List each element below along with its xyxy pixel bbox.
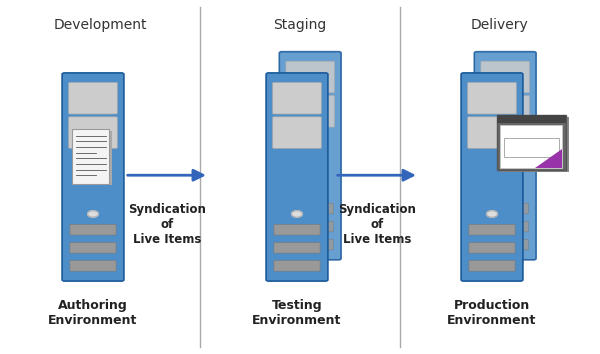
- FancyBboxPatch shape: [469, 224, 515, 235]
- FancyBboxPatch shape: [497, 115, 566, 170]
- FancyBboxPatch shape: [287, 221, 334, 232]
- Text: Syndication
of
Live Items: Syndication of Live Items: [338, 203, 416, 246]
- FancyBboxPatch shape: [68, 117, 118, 148]
- FancyBboxPatch shape: [497, 115, 566, 123]
- FancyBboxPatch shape: [475, 52, 536, 260]
- Circle shape: [305, 189, 316, 196]
- FancyBboxPatch shape: [266, 73, 328, 281]
- Text: Staging: Staging: [273, 18, 326, 32]
- Text: Production
Environment: Production Environment: [448, 299, 536, 327]
- Circle shape: [500, 189, 511, 196]
- Circle shape: [487, 211, 497, 217]
- FancyBboxPatch shape: [68, 82, 118, 114]
- FancyBboxPatch shape: [469, 242, 515, 253]
- FancyBboxPatch shape: [274, 224, 320, 235]
- FancyBboxPatch shape: [482, 203, 528, 214]
- FancyBboxPatch shape: [500, 125, 562, 168]
- FancyBboxPatch shape: [62, 73, 124, 281]
- Circle shape: [292, 211, 302, 217]
- Circle shape: [88, 211, 98, 217]
- Text: Authoring
Environment: Authoring Environment: [49, 299, 137, 327]
- FancyBboxPatch shape: [72, 129, 109, 184]
- FancyBboxPatch shape: [481, 61, 530, 93]
- FancyBboxPatch shape: [272, 117, 322, 148]
- FancyBboxPatch shape: [70, 242, 116, 253]
- FancyBboxPatch shape: [280, 52, 341, 260]
- Text: Syndication
of
Live Items: Syndication of Live Items: [128, 203, 206, 246]
- FancyBboxPatch shape: [70, 261, 116, 271]
- FancyBboxPatch shape: [286, 96, 335, 127]
- Text: Development: Development: [53, 18, 146, 32]
- FancyBboxPatch shape: [274, 261, 320, 271]
- FancyBboxPatch shape: [272, 82, 322, 114]
- FancyBboxPatch shape: [468, 117, 516, 148]
- FancyBboxPatch shape: [482, 239, 528, 250]
- FancyBboxPatch shape: [469, 261, 515, 271]
- FancyBboxPatch shape: [481, 96, 530, 127]
- FancyBboxPatch shape: [70, 224, 116, 235]
- Text: Testing
Environment: Testing Environment: [253, 299, 341, 327]
- FancyBboxPatch shape: [468, 82, 516, 114]
- FancyBboxPatch shape: [500, 117, 569, 172]
- FancyBboxPatch shape: [504, 138, 559, 157]
- Text: Delivery: Delivery: [471, 18, 529, 32]
- FancyBboxPatch shape: [74, 131, 112, 185]
- FancyBboxPatch shape: [287, 239, 334, 250]
- FancyBboxPatch shape: [274, 242, 320, 253]
- Polygon shape: [535, 149, 562, 168]
- FancyBboxPatch shape: [286, 61, 335, 93]
- FancyBboxPatch shape: [482, 221, 528, 232]
- FancyBboxPatch shape: [461, 73, 523, 281]
- FancyBboxPatch shape: [287, 203, 334, 214]
